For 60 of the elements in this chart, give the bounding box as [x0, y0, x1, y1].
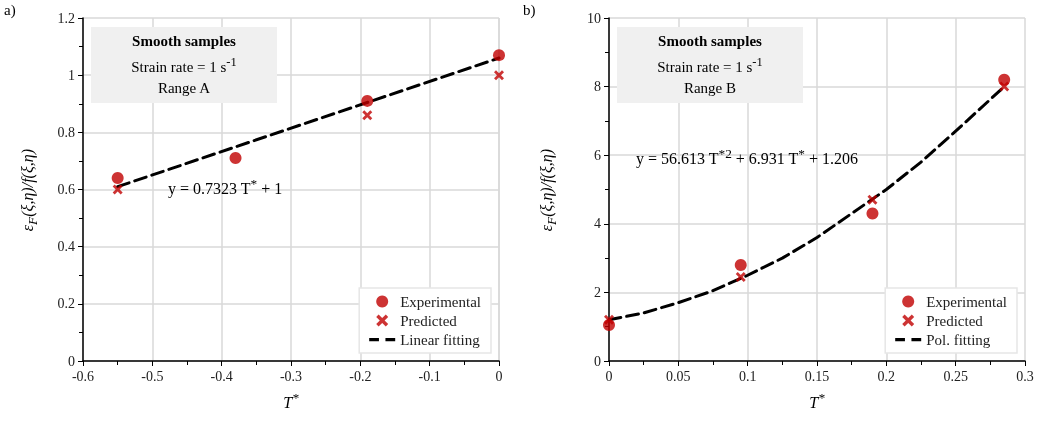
x-tick-label: 0.2: [877, 368, 896, 384]
y-tick-label: 4: [594, 216, 601, 232]
point: [867, 194, 878, 205]
point: [494, 70, 504, 81]
x-axis-title: T$^{*}$: [808, 390, 826, 413]
y-tick-label: 0: [594, 353, 601, 369]
point: [735, 271, 746, 282]
legend-label: Experimental: [400, 293, 482, 310]
point: [111, 172, 124, 185]
point: [734, 258, 747, 271]
point: [604, 314, 614, 325]
y-tick-label: 10: [587, 10, 601, 26]
legend-label: Predicted: [400, 312, 458, 329]
point: [229, 152, 242, 165]
x-tick-label: -0.6: [71, 368, 95, 384]
legend-label: Experimental: [926, 293, 1008, 310]
point: [112, 184, 123, 195]
point: [362, 110, 373, 121]
annotation: Range A: [156, 79, 212, 98]
x-tick-label: -0.3: [279, 368, 303, 384]
annotation: Range B: [682, 79, 738, 98]
point: [493, 49, 505, 62]
note-box: Smooth samples Strain rate = 1 s$^{-1}$ Range A: [91, 27, 277, 103]
annotation: Strain rate = 1 s$^{-1}$: [130, 54, 238, 77]
x-tick-label: -0.2: [349, 368, 372, 384]
annotation: Smooth samples: [657, 32, 763, 51]
chart-title: b): [523, 2, 536, 19]
chart-title: a): [4, 2, 16, 19]
y-tick-label: 0.6: [57, 182, 75, 197]
y-tick-label: 1: [68, 67, 75, 83]
x-axis-title: T$^{*}$: [282, 390, 300, 413]
x-tick-label: 0: [495, 368, 503, 384]
x-tick-label: 0.1: [738, 368, 757, 384]
y-tick-label: 0.4: [57, 239, 75, 255]
y-tick-label: 6: [594, 147, 601, 163]
x-tick-label: -0.1: [418, 368, 441, 384]
x-tick-label: 0.05: [666, 368, 691, 384]
point: [866, 207, 879, 220]
legend-label: Linear fitting: [400, 331, 481, 348]
point: [361, 94, 374, 107]
x-tick-label: -0.4: [210, 368, 233, 384]
y-tick-label: 0: [68, 353, 75, 369]
x-tick-label: 0.15: [804, 368, 830, 384]
annotation: Strain rate = 1 s$^{-1}$: [656, 54, 764, 77]
annotation: y = 56.613 T$^{*2}$ + 6.931 T$^{*}$ + 1.206: [636, 146, 859, 169]
x-tick-label: 0: [605, 368, 613, 384]
x-tick-label: 0.25: [943, 368, 968, 384]
annotation: y = 0.7323 T$^{*}$ + 1: [168, 176, 283, 199]
y-tick-label: 0.8: [57, 124, 75, 140]
y-tick-label: 0.2: [57, 296, 75, 312]
x-tick-label: 0.3: [1016, 368, 1034, 384]
y-tick-label: 2: [594, 284, 601, 300]
legend-label: Predicted: [926, 312, 984, 329]
y-tick-label: 1.2: [57, 10, 75, 26]
x-tick-label: -0.5: [141, 368, 164, 384]
point: [999, 81, 1010, 92]
annotation: Smooth samples: [131, 32, 237, 51]
note-box: Smooth samples Strain rate = 1 s$^{-1}$ Range B: [617, 27, 803, 103]
y-tick-label: 8: [594, 79, 601, 95]
legend-label: Pol. fitting: [926, 331, 991, 348]
